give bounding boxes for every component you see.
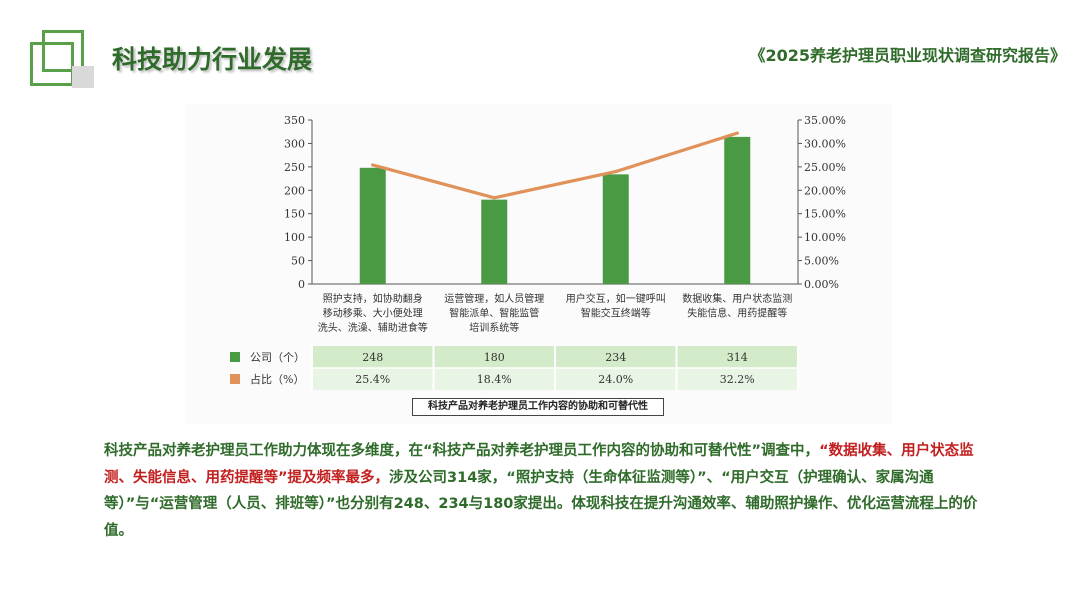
- x-tick-label: 智能交互终端等: [581, 307, 651, 320]
- y-right-tick-label: 5.00%: [804, 255, 839, 268]
- x-tick-label: 培训系统等: [469, 321, 519, 334]
- bar: [724, 136, 751, 284]
- x-tick-label: 失能信息、用药提醒等: [687, 307, 787, 320]
- x-tick-label: 智能派单、智能监管: [449, 307, 539, 320]
- logo-square-gray: [72, 66, 94, 88]
- chart-caption: 科技产品对养老护理员工作内容的协助和可替代性: [412, 398, 664, 416]
- y-left-tick-label: 50: [291, 255, 305, 268]
- body-paragraph: 科技产品对养老护理员工作助力体现在多维度，在“科技产品对养老护理员工作内容的协助…: [104, 438, 994, 544]
- legend-label: 公司（个）: [250, 351, 305, 364]
- y-left-tick-label: 250: [284, 161, 305, 174]
- page-title: 科技助力行业发展: [112, 45, 313, 74]
- x-tick-label: 数据收集、用户状态监测: [682, 292, 792, 305]
- chart-panel: 0 50 100 150 200 250 300 350 0.00% 5.00% 10.00% 15.…: [186, 104, 892, 424]
- y-left-tick-label: 150: [284, 208, 305, 221]
- x-tick-label: 用户交互，如一键呼叫: [566, 292, 666, 305]
- table-value: 234: [605, 351, 626, 364]
- line-point: [371, 163, 375, 167]
- y-left-tick-label: 300: [284, 137, 305, 150]
- combo-chart: 0 50 100 150 200 250 300 350 0.00% 5.00% 10.00% 15.…: [230, 114, 846, 390]
- line-point: [735, 131, 739, 135]
- y-right-tick-label: 35.00%: [804, 114, 846, 127]
- x-tick-label: 照护支持，如协助翻身: [323, 292, 423, 305]
- logo-square-outline-1: [30, 42, 74, 86]
- logo: [28, 28, 98, 90]
- y-left-tick-label: 100: [284, 231, 305, 244]
- x-tick-label: 移动移乘、大小便处理: [323, 307, 423, 320]
- y-right-tick-label: 0.00%: [804, 278, 839, 291]
- y-left-tick-label: 350: [284, 114, 305, 127]
- y-right-tick-label: 25.00%: [804, 161, 846, 174]
- report-title: 《2025养老护理员职业现状调查研究报告》: [749, 46, 1066, 65]
- table-value: 18.4%: [477, 373, 512, 386]
- y-left-tick-label: 0: [298, 278, 305, 291]
- legend-label: 占比（%）: [250, 372, 304, 386]
- table-value: 24.0%: [598, 373, 633, 386]
- bar: [602, 174, 629, 284]
- line-segment: [371, 163, 496, 200]
- y-left-tick-label: 200: [284, 184, 305, 197]
- table-value: 248: [362, 351, 383, 364]
- line-segment: [492, 169, 618, 200]
- table-value: 32.2%: [720, 373, 755, 386]
- bar: [359, 167, 386, 284]
- bar: [481, 199, 508, 284]
- body-text-intro: 科技产品对养老护理员工作助力体现在多维度，在“科技产品对养老护理员工作内容的协助…: [104, 443, 820, 459]
- y-right-tick-label: 15.00%: [804, 208, 846, 221]
- table-value: 314: [727, 351, 748, 364]
- line-point: [614, 169, 618, 174]
- logo-square-outline-2: [42, 30, 84, 72]
- table-value: 180: [484, 351, 505, 364]
- legend-swatch: [230, 374, 240, 384]
- y-right-tick-label: 30.00%: [804, 137, 846, 150]
- body-text-highlight: “数据收集、用户状态监测、失能信息、用药提醒等”提及频率最多，: [104, 443, 974, 486]
- y-right-tick-label: 20.00%: [804, 184, 846, 197]
- line-segment: [614, 131, 739, 174]
- x-tick-label: 洗头、洗澡、辅助进食等: [318, 321, 428, 334]
- legend-swatch: [230, 352, 240, 362]
- x-tick-label: 运营管理，如人员管理: [444, 292, 544, 305]
- body-text-rest: 涉及公司314家，“照护支持（生命体征监测等）”、“用户交互（护理确认、家属沟通…: [104, 469, 978, 539]
- table-value: 25.4%: [355, 373, 390, 386]
- line-point: [492, 196, 496, 200]
- y-right-tick-label: 10.00%: [804, 231, 846, 244]
